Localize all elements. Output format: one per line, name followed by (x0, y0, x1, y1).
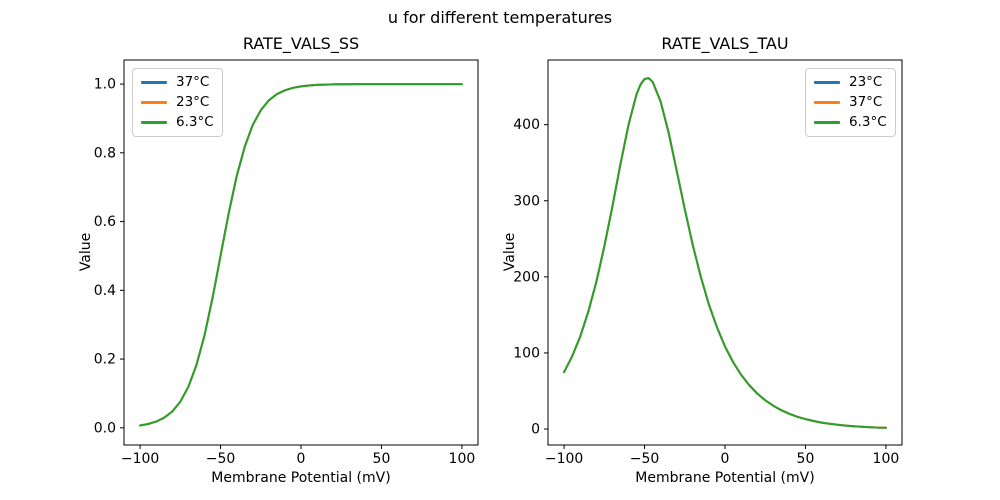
x-tick-label: 50 (373, 451, 391, 467)
x-tick-label: 0 (297, 451, 306, 467)
axes-frame (547, 59, 903, 446)
legend-label: 23°C (176, 94, 210, 110)
legend-ss: 37°C 23°C 6.3°C (132, 68, 223, 137)
legend-label: 37°C (849, 94, 883, 110)
legend-label: 23°C (849, 74, 883, 90)
x-tick-label: 100 (449, 451, 476, 467)
x-tick-label: 0 (721, 451, 730, 467)
legend-row: 6.3°C (141, 114, 214, 131)
curve-6.3°C (563, 77, 887, 429)
chart-title-ss: RATE_VALS_SS (242, 34, 360, 53)
curve-6.3°C (139, 83, 463, 427)
legend-row: 6.3°C (814, 114, 887, 131)
x-axis-label-ss: Membrane Potential (mV) (211, 470, 391, 486)
y-tick-label: 0.6 (94, 214, 116, 230)
y-tick-label: 200 (513, 269, 540, 285)
y-tick-label: 300 (513, 193, 540, 209)
y-tick-label: 0.8 (94, 145, 116, 161)
legend-line-sample (814, 121, 840, 124)
y-tick-label: 0.4 (94, 283, 116, 299)
x-tick-label: −50 (630, 451, 660, 467)
legend-row: 37°C (141, 74, 214, 91)
legend-label: 6.3°C (849, 114, 887, 130)
legend-line-sample (141, 101, 167, 104)
legend-line-sample (814, 81, 840, 84)
legend-label: 6.3°C (176, 114, 214, 130)
x-tick-label: 100 (873, 451, 900, 467)
y-tick-label: 400 (513, 117, 540, 133)
legend-row: 37°C (814, 94, 887, 111)
legend-row: 23°C (814, 74, 887, 91)
y-tick-label: 0.2 (94, 352, 116, 368)
legend-line-sample (141, 81, 167, 84)
legend-row: 23°C (141, 94, 214, 111)
legend-line-sample (141, 121, 167, 124)
x-tick-label: −100 (545, 451, 583, 467)
figure-suptitle: u for different temperatures (387, 8, 613, 27)
y-tick-label: 1.0 (94, 77, 116, 93)
legend-line-sample (814, 101, 840, 104)
y-tick-label: 0 (531, 422, 540, 438)
chart-title-tau: RATE_VALS_TAU (661, 34, 789, 53)
x-tick-label: 50 (797, 451, 815, 467)
y-tick-label: 0.0 (94, 420, 116, 436)
y-tick-label: 100 (513, 345, 540, 361)
legend-tau: 23°C 37°C 6.3°C (805, 68, 896, 137)
x-axis-label-tau: Membrane Potential (mV) (635, 470, 815, 486)
axes-frame (123, 59, 479, 446)
x-tick-label: −50 (206, 451, 236, 467)
x-tick-label: −100 (121, 451, 159, 467)
legend-label: 37°C (176, 74, 210, 90)
